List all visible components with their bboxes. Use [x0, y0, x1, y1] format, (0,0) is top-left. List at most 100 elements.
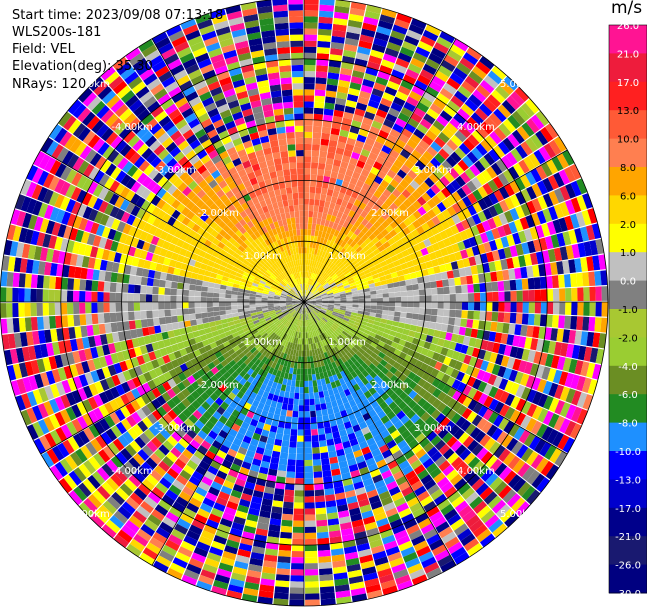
velocity-gate — [305, 307, 309, 314]
velocity-gate — [30, 274, 38, 288]
velocity-gate — [402, 405, 412, 415]
velocity-gate — [462, 52, 479, 66]
velocity-gate — [448, 358, 458, 369]
velocity-gate — [461, 184, 472, 196]
velocity-gate — [217, 523, 231, 534]
velocity-gate — [379, 237, 388, 245]
velocity-gate — [518, 255, 527, 267]
velocity-gate — [215, 529, 229, 540]
velocity-gate — [420, 35, 436, 47]
velocity-gate — [294, 318, 298, 325]
velocity-gate — [416, 225, 425, 235]
velocity-gate — [425, 58, 440, 70]
velocity-gate — [316, 236, 322, 244]
velocity-gate — [473, 310, 481, 320]
velocity-gate — [357, 215, 365, 224]
velocity-gate — [471, 443, 484, 456]
velocity-gate — [323, 476, 333, 484]
velocity-gate — [444, 171, 455, 183]
velocity-gate — [238, 426, 248, 436]
velocity-gate — [511, 129, 525, 144]
velocity-gate — [218, 415, 228, 425]
velocity-gate — [368, 442, 379, 452]
velocity-gate — [304, 356, 308, 363]
velocity-gate — [490, 162, 503, 176]
velocity-gate — [483, 152, 496, 166]
velocity-gate — [592, 332, 601, 348]
velocity-gate — [289, 329, 294, 337]
velocity-gate — [310, 279, 314, 286]
velocity-gate — [281, 403, 288, 411]
velocity-gate — [472, 319, 480, 329]
velocity-gate — [315, 410, 323, 417]
velocity-gate — [483, 383, 493, 396]
velocity-gate — [316, 283, 322, 290]
velocity-gate — [410, 18, 427, 30]
velocity-gate — [328, 342, 334, 350]
velocity-gate — [347, 501, 360, 510]
velocity-gate — [265, 548, 278, 556]
velocity-gate — [395, 239, 404, 247]
velocity-gate — [315, 329, 319, 336]
velocity-gate — [311, 279, 315, 286]
velocity-gate — [274, 342, 280, 350]
velocity-gate — [399, 317, 407, 324]
velocity-gate — [296, 368, 301, 375]
velocity-gate — [269, 339, 276, 347]
velocity-gate — [237, 298, 244, 302]
velocity-gate — [437, 391, 447, 402]
velocity-gate — [319, 250, 324, 257]
velocity-gate — [73, 314, 81, 327]
velocity-gate — [304, 192, 310, 199]
velocity-gate — [287, 315, 293, 321]
velocity-gate — [243, 365, 251, 373]
velocity-gate — [323, 345, 329, 352]
velocity-gate — [515, 347, 524, 360]
velocity-gate — [298, 417, 304, 424]
velocity-gate — [30, 303, 37, 317]
velocity-gate — [347, 230, 354, 238]
velocity-gate — [226, 539, 240, 549]
velocity-gate — [366, 437, 376, 447]
velocity-gate — [388, 306, 396, 312]
velocity-gate — [428, 235, 438, 245]
velocity-gate — [444, 227, 454, 238]
velocity-gate — [601, 302, 608, 317]
velocity-gate — [278, 464, 287, 472]
velocity-gate — [326, 78, 339, 86]
velocity-gate — [247, 444, 257, 453]
velocity-gate — [308, 253, 312, 260]
velocity-gate — [546, 302, 554, 315]
velocity-gate — [304, 338, 307, 345]
velocity-gate — [245, 351, 253, 358]
velocity-gate — [292, 410, 299, 418]
velocity-gate — [485, 472, 499, 487]
velocity-gate — [362, 245, 370, 252]
velocity-gate — [343, 354, 350, 361]
velocity-gate — [331, 554, 345, 562]
velocity-gate — [334, 103, 345, 112]
velocity-gate — [504, 512, 519, 528]
velocity-gate — [537, 393, 549, 408]
velocity-gate — [425, 335, 434, 343]
velocity-gate — [257, 388, 265, 397]
velocity-gate — [531, 377, 542, 391]
velocity-gate — [79, 314, 87, 326]
velocity-gate — [375, 355, 383, 363]
velocity-gate — [587, 208, 598, 224]
velocity-gate — [304, 229, 308, 236]
velocity-gate — [417, 241, 426, 250]
velocity-gate — [385, 245, 394, 254]
velocity-gate — [500, 259, 509, 270]
velocity-gate — [421, 401, 432, 412]
velocity-gate — [346, 373, 354, 381]
velocity-gate — [353, 262, 360, 269]
velocity-gate — [225, 405, 235, 415]
velocity-gate — [323, 315, 330, 320]
velocity-gate — [170, 447, 182, 458]
velocity-gate — [193, 434, 204, 445]
velocity-gate — [462, 336, 471, 346]
velocity-gate — [162, 440, 174, 452]
velocity-gate — [401, 429, 412, 440]
velocity-gate — [355, 487, 366, 496]
